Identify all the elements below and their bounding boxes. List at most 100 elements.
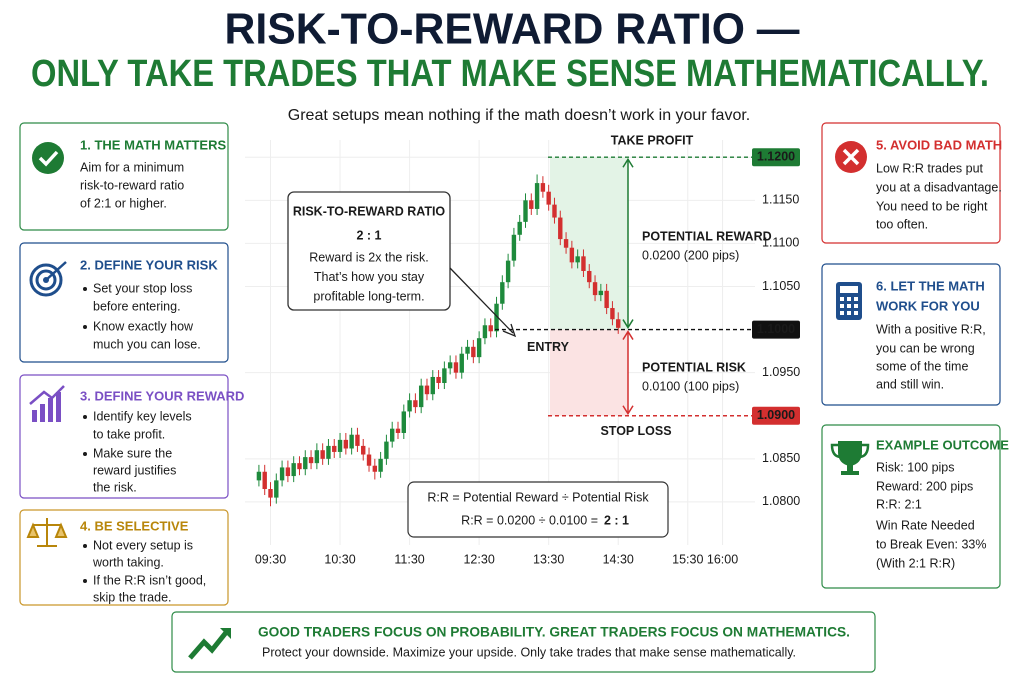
candle-body bbox=[575, 256, 580, 263]
candle-body bbox=[494, 303, 499, 332]
panel-text: to take profit. bbox=[93, 427, 165, 441]
candle-body bbox=[598, 290, 604, 296]
reward-label: POTENTIAL REWARD bbox=[642, 229, 772, 243]
reward-text: 0.0200 (200 pips) bbox=[642, 248, 739, 262]
callout-pointer bbox=[449, 267, 514, 334]
arrowhead bbox=[502, 323, 517, 338]
subtitle: Great setups mean nothing if the math do… bbox=[288, 107, 750, 124]
candle-body bbox=[558, 217, 563, 240]
x-tick-label: 12:30 bbox=[463, 552, 494, 566]
panel-text: some of the time bbox=[876, 359, 968, 373]
panel: 3. DEFINE YOUR REWARD Identify key level… bbox=[19, 374, 244, 499]
level-badge-label: 1.0900 bbox=[757, 408, 795, 422]
candle-body bbox=[511, 234, 517, 261]
panel-text: you at a disadvantage. bbox=[876, 180, 1002, 194]
candle-body bbox=[366, 454, 372, 466]
candle-body bbox=[303, 457, 308, 470]
candle-body bbox=[418, 385, 424, 408]
title: RISK-TO-REWARD RATIO — bbox=[225, 5, 800, 54]
panel-text: before entering. bbox=[93, 299, 181, 313]
x-tick-label: 09:30 bbox=[255, 552, 286, 566]
candle-body bbox=[285, 467, 291, 477]
risk-zone bbox=[550, 329, 628, 416]
footer-text: Protect your downside. Maximize your ups… bbox=[262, 645, 796, 659]
x-tick-label: 13:30 bbox=[533, 552, 564, 566]
candle-body bbox=[308, 457, 314, 464]
candle-body bbox=[390, 428, 395, 442]
panel-title: 6. LET THE MATH bbox=[876, 278, 985, 293]
candle-body bbox=[523, 200, 528, 222]
callout-text: profitable long-term. bbox=[313, 289, 424, 303]
candle-body bbox=[471, 346, 476, 358]
candle-body bbox=[279, 467, 285, 481]
candle-body bbox=[436, 376, 441, 383]
candle-body bbox=[326, 445, 331, 459]
panel-title: 2. DEFINE YOUR RISK bbox=[80, 257, 218, 272]
panel-text: Low R:R trades put bbox=[876, 161, 984, 175]
candle-body bbox=[413, 400, 418, 408]
chart: 1.0800 1.0850 1.0950 1.1050 1.1100 1.1150 1.12… bbox=[245, 134, 800, 566]
panel-text: much you can lose. bbox=[93, 337, 201, 351]
callout-text: Reward is 2x the risk. bbox=[309, 250, 428, 264]
candle-body bbox=[424, 385, 430, 395]
candle-body bbox=[500, 282, 505, 304]
panel-text: Win Rate Needed bbox=[876, 518, 975, 532]
panel: EXAMPLE OUTCOME Risk: 100 pips Reward: 2… bbox=[821, 424, 1009, 589]
candle-body bbox=[268, 488, 273, 498]
arrowhead bbox=[622, 330, 634, 340]
panel-text: Make sure the bbox=[93, 446, 172, 460]
candle-body bbox=[361, 445, 366, 455]
callout-ratio: 2 : 1 bbox=[356, 228, 381, 242]
risk-text: 0.0100 (100 pips) bbox=[642, 379, 739, 393]
y-tick-label: 1.0950 bbox=[762, 365, 800, 379]
candle-body bbox=[378, 458, 383, 472]
panel-title: WORK FOR YOU bbox=[876, 298, 980, 313]
candle-body bbox=[407, 400, 412, 412]
candle-body bbox=[517, 221, 522, 235]
callout-box bbox=[287, 191, 451, 311]
panel-text: Aim for a minimum bbox=[80, 160, 184, 174]
formula-result: 2 : 1 bbox=[604, 513, 629, 527]
candle-body bbox=[546, 191, 551, 205]
candle-body bbox=[610, 308, 615, 320]
candle-body bbox=[529, 200, 534, 209]
level-label: ENTRY bbox=[527, 340, 570, 354]
panel-text: R:R: 2:1 bbox=[876, 497, 922, 511]
panel-title: 5. AVOID BAD MATH bbox=[876, 137, 1002, 152]
panel-text: If the R:R isn’t good, bbox=[93, 573, 206, 587]
x-tick-label: 10:30 bbox=[324, 552, 355, 566]
candle-body bbox=[552, 204, 557, 218]
candle-body bbox=[355, 434, 360, 446]
candle-body bbox=[291, 463, 296, 477]
level-badge bbox=[752, 406, 800, 425]
candle-body bbox=[604, 290, 609, 309]
panel-text: Reward: 200 pips bbox=[876, 479, 973, 493]
candle-body bbox=[587, 270, 592, 283]
candle-body bbox=[297, 463, 302, 470]
level-badge-label: 1.1200 bbox=[757, 150, 795, 164]
reward-zone bbox=[550, 157, 628, 330]
panel-text: and still win. bbox=[876, 377, 944, 391]
footer-headline: GOOD TRADERS FOCUS ON PROBABILITY. GREAT… bbox=[258, 624, 850, 640]
candle-body bbox=[540, 183, 546, 192]
level-badge bbox=[752, 320, 800, 339]
panel: 6. LET THE MATH WORK FOR YOU With a posi… bbox=[821, 263, 1001, 406]
candle-body bbox=[563, 239, 569, 248]
formula-line: R:R = 0.0200 ÷ 0.0100 = bbox=[461, 513, 598, 527]
level-badge bbox=[752, 148, 800, 167]
candle-body bbox=[442, 368, 447, 383]
panel-title: 3. DEFINE YOUR REWARD bbox=[80, 388, 244, 403]
panel-text: Identify key levels bbox=[93, 409, 192, 423]
candle-body bbox=[349, 434, 354, 449]
level-label: STOP LOSS bbox=[600, 424, 671, 438]
x-tick-label: 14:30 bbox=[603, 552, 634, 566]
y-tick-label: 1.0850 bbox=[762, 451, 800, 465]
panel-text: too often. bbox=[876, 217, 928, 231]
candle-body bbox=[332, 445, 337, 452]
candle-body bbox=[581, 256, 586, 271]
callout-text: That’s how you stay bbox=[314, 270, 425, 284]
panel-text: skip the trade. bbox=[93, 590, 172, 604]
candle-body bbox=[256, 471, 262, 481]
candle-body bbox=[337, 439, 343, 452]
